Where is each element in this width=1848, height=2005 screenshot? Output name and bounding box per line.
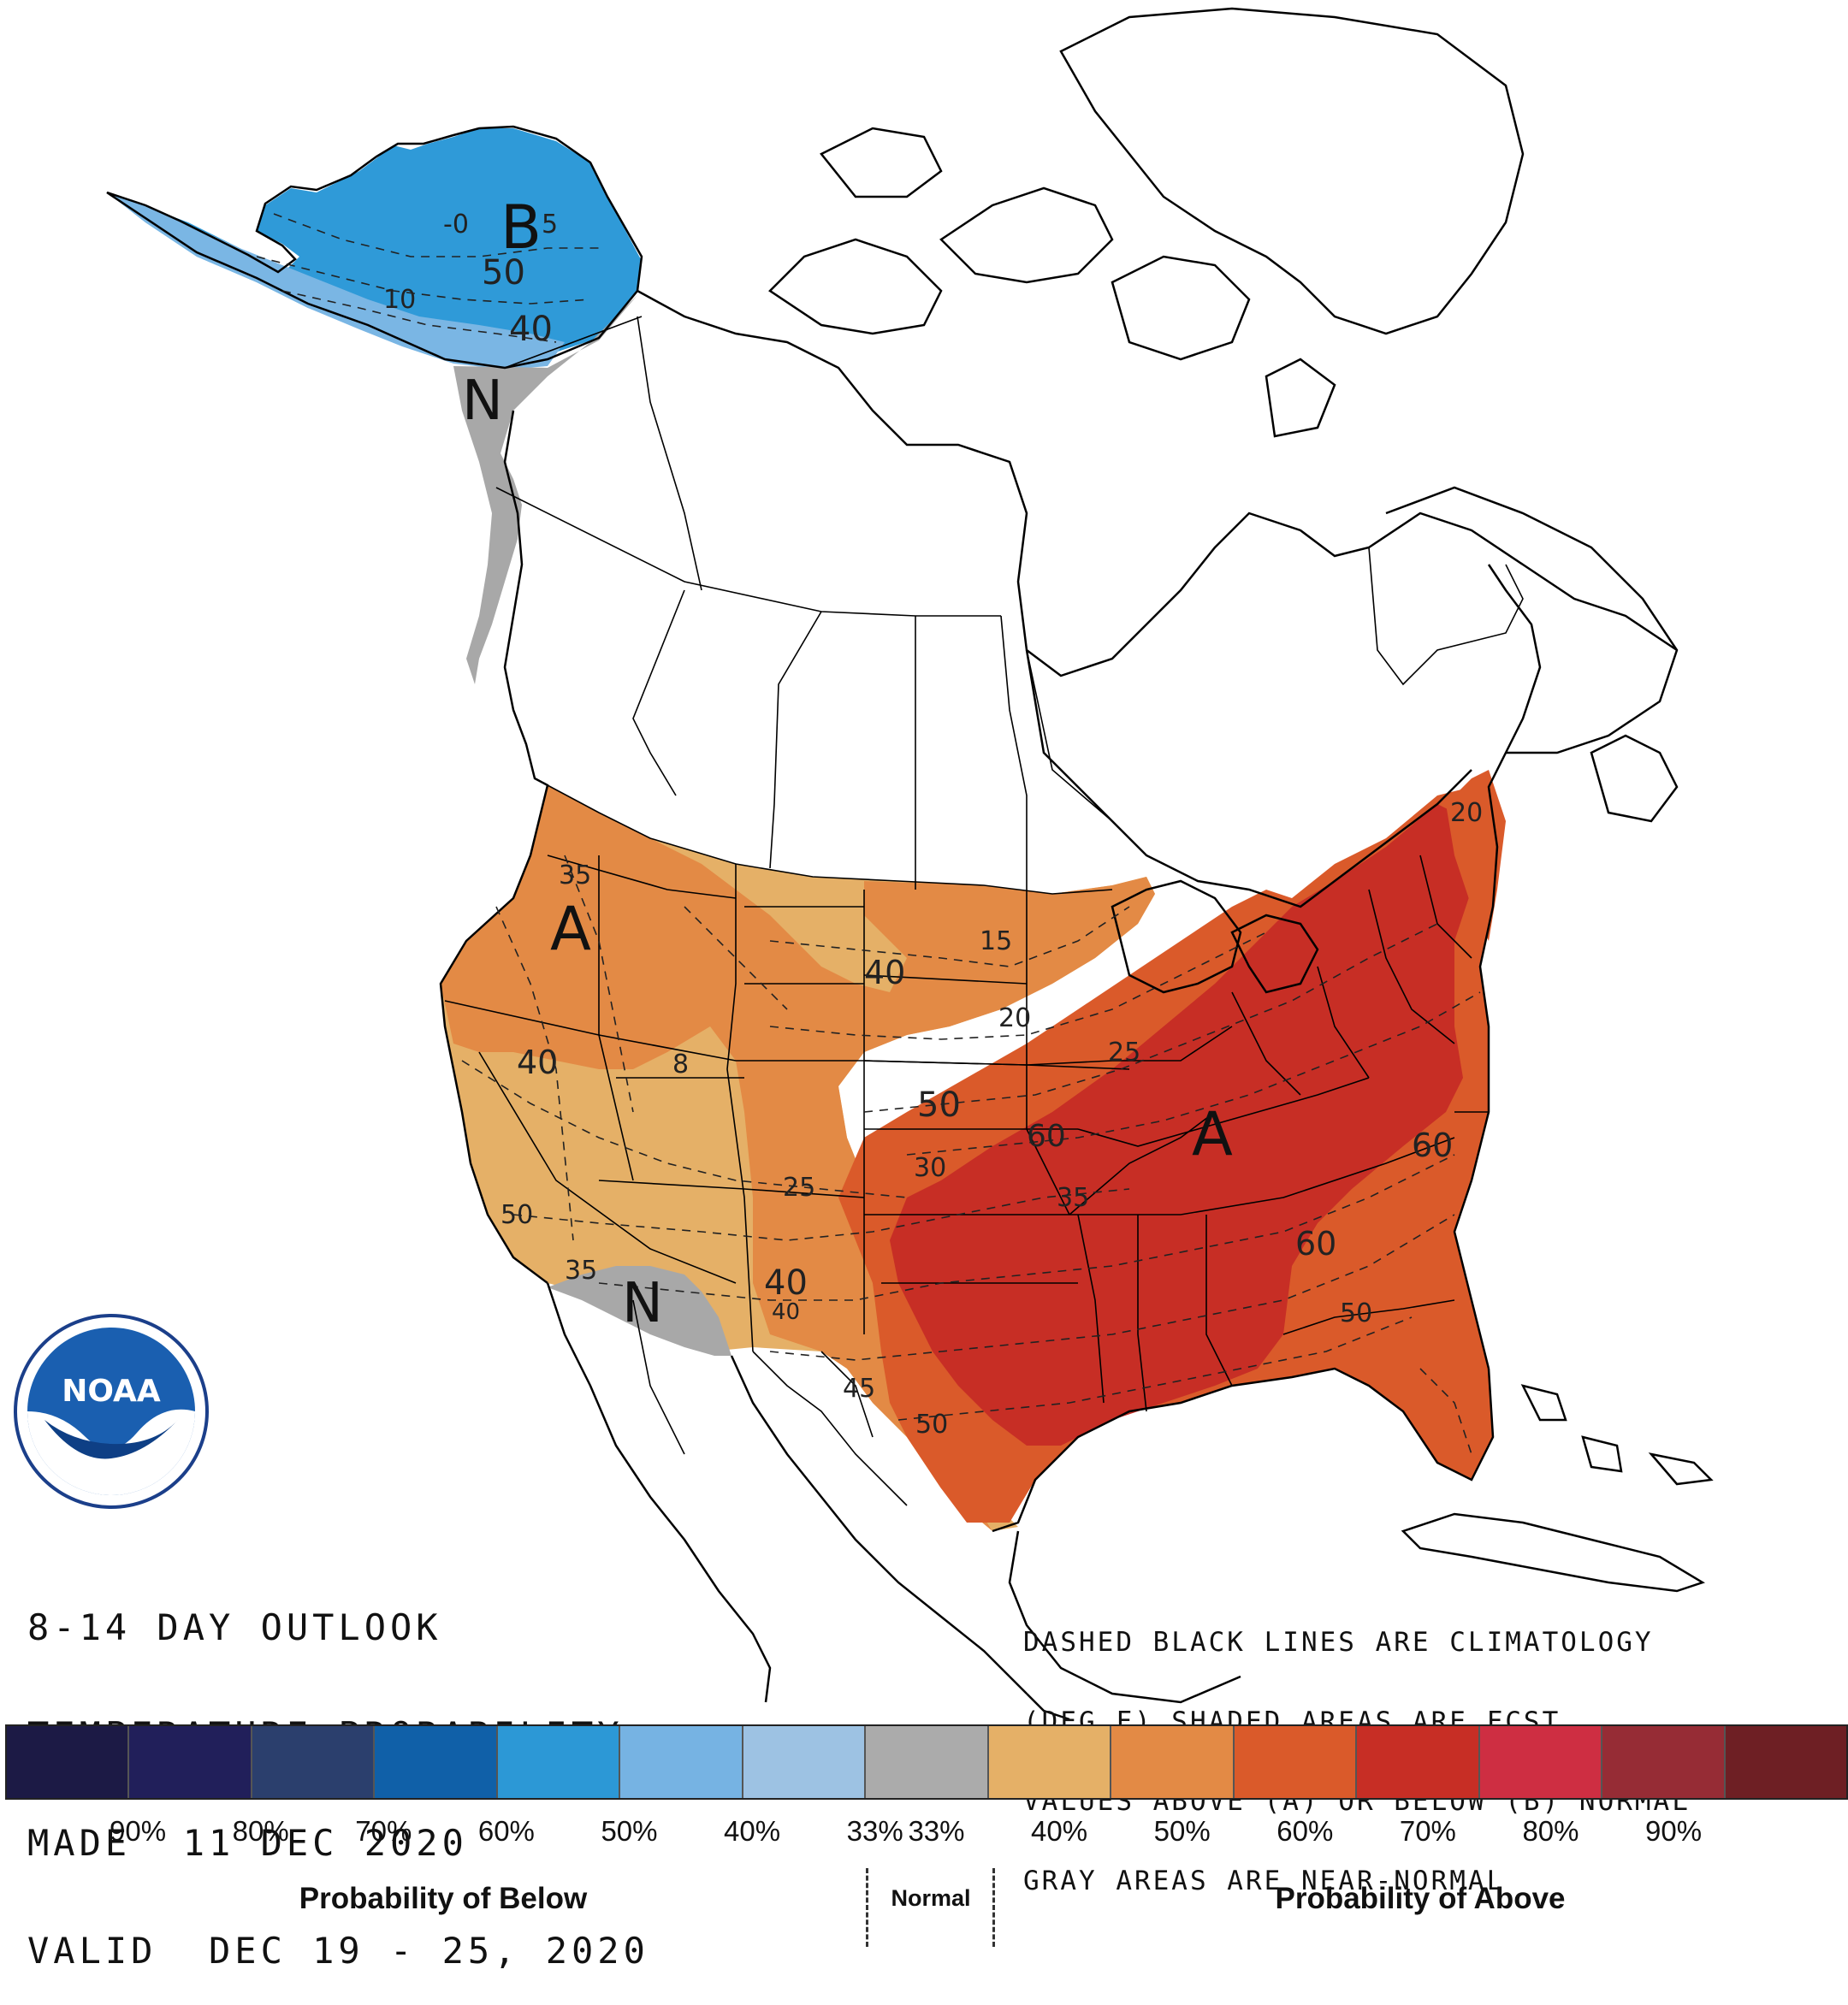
- climatology-label: -0: [443, 210, 469, 240]
- climatology-label: 35: [559, 861, 591, 890]
- climatology-label: 10: [383, 285, 416, 315]
- climatology-contours: [256, 213, 1481, 1455]
- title-line: VALID DEC 19 - 25, 2020: [27, 1930, 649, 1972]
- climatology-label: 60: [1412, 1127, 1453, 1164]
- climatology-label: 15: [980, 926, 1012, 956]
- climatology-label: 50: [917, 1085, 961, 1125]
- climatology-label: 50: [915, 1410, 948, 1440]
- climatology-label: 40: [864, 954, 905, 991]
- normal-divider-left: [866, 1868, 868, 1947]
- climatology-label: 40: [772, 1299, 800, 1325]
- alaska-below-letter: B: [500, 192, 542, 263]
- below-caption: Probability of Below: [299, 1882, 588, 1915]
- legend-tick-label: 80%: [232, 1815, 289, 1847]
- outlook-map: B N A A N 5 -0 50 40 10 35 40 8 40 15 20…: [14, 7, 1714, 1721]
- legend-swatch: [497, 1726, 621, 1798]
- legend-tick-label: 60%: [477, 1815, 535, 1847]
- legend-swatch: [620, 1726, 743, 1798]
- legend-tick-label: 40%: [1031, 1815, 1088, 1847]
- climatology-label: 5: [542, 210, 558, 240]
- climatology-label: 8: [672, 1050, 689, 1079]
- southwest-normal-letter: N: [622, 1272, 663, 1335]
- alaska-normal-region: [453, 295, 637, 684]
- legend-tick-label: 90%: [110, 1815, 167, 1847]
- legend-swatch: [1111, 1726, 1235, 1798]
- legend-tick-label: 60%: [1276, 1815, 1334, 1847]
- climatology-label: 50: [500, 1200, 533, 1230]
- legend-tick-label: 40%: [724, 1815, 781, 1847]
- above-60-region: [890, 804, 1472, 1446]
- legend-tick-label: 50%: [601, 1815, 658, 1847]
- legend-swatch: [252, 1726, 376, 1798]
- climatology-label: 20: [1450, 798, 1483, 828]
- normal-caption: Normal: [891, 1885, 971, 1911]
- legend-swatch: [866, 1726, 989, 1798]
- legend-tick-label: 70%: [355, 1815, 412, 1847]
- climatology-label: 30: [914, 1153, 946, 1183]
- climatology-label: 60: [1027, 1119, 1066, 1154]
- legend-tick-label: 33%: [908, 1815, 965, 1847]
- climatology-label: 35: [1057, 1183, 1089, 1213]
- noaa-logo: NOAA: [14, 1314, 209, 1509]
- legend-tick-label: 70%: [1399, 1815, 1456, 1847]
- legend-swatch: [743, 1726, 867, 1798]
- legend-swatch: [7, 1726, 130, 1798]
- legend-swatch: [1234, 1726, 1358, 1798]
- northeast-above-50-region: [1446, 770, 1506, 941]
- above-caption: Probability of Above: [1275, 1882, 1566, 1915]
- alaska-normal-letter: N: [462, 370, 503, 433]
- above-40-region: [441, 785, 1155, 1531]
- climatology-label: 40: [517, 1044, 558, 1081]
- note-line: GRAY AREAS ARE NEAR-NORMAL: [1023, 1866, 1506, 1896]
- normal-divider-right: [992, 1868, 995, 1947]
- legend-tick-label: 80%: [1522, 1815, 1579, 1847]
- east-above-letter: A: [1192, 1099, 1233, 1169]
- title-line: 8-14 DAY OUTLOOK: [27, 1606, 442, 1648]
- west-above-letter: A: [550, 894, 591, 964]
- climatology-label: 25: [783, 1173, 815, 1203]
- legend-swatch: [1357, 1726, 1480, 1798]
- climatology-label: 25: [1108, 1038, 1140, 1068]
- legend-tick-label: 50%: [1153, 1815, 1211, 1847]
- legend-swatch: [1479, 1726, 1603, 1798]
- southwest-normal-region: [548, 1266, 732, 1356]
- climatology-label: 40: [764, 1263, 808, 1303]
- coastline-outlines: [106, 7, 1714, 1721]
- climatology-label: 20: [998, 1003, 1031, 1033]
- climatology-label: 45: [843, 1374, 875, 1404]
- legend-swatch: [1602, 1726, 1726, 1798]
- climatology-label: 35: [565, 1256, 597, 1286]
- note-line: DASHED BLACK LINES ARE CLIMATOLOGY: [1023, 1627, 1654, 1658]
- legend-swatch: [375, 1726, 498, 1798]
- political-boundaries: [444, 316, 1524, 1506]
- title-line: MADE 11 DEC 2020: [27, 1822, 468, 1864]
- alaska-below-region: [107, 128, 642, 368]
- climatology-label: 50: [1340, 1298, 1372, 1328]
- legend-tick-label: 90%: [1645, 1815, 1703, 1847]
- noaa-logo-text: NOAA: [62, 1374, 161, 1409]
- probability-color-bar: [5, 1724, 1848, 1800]
- legend-swatch: [1725, 1726, 1847, 1798]
- legend-swatch: [129, 1726, 252, 1798]
- climatology-label: 40: [509, 310, 553, 349]
- climatology-label: 60: [1295, 1225, 1336, 1263]
- alaska-below-40-region: [107, 192, 565, 370]
- legend-tick-label: 33%: [846, 1815, 903, 1847]
- climatology-label: 50: [482, 253, 525, 293]
- legend-swatch: [988, 1726, 1112, 1798]
